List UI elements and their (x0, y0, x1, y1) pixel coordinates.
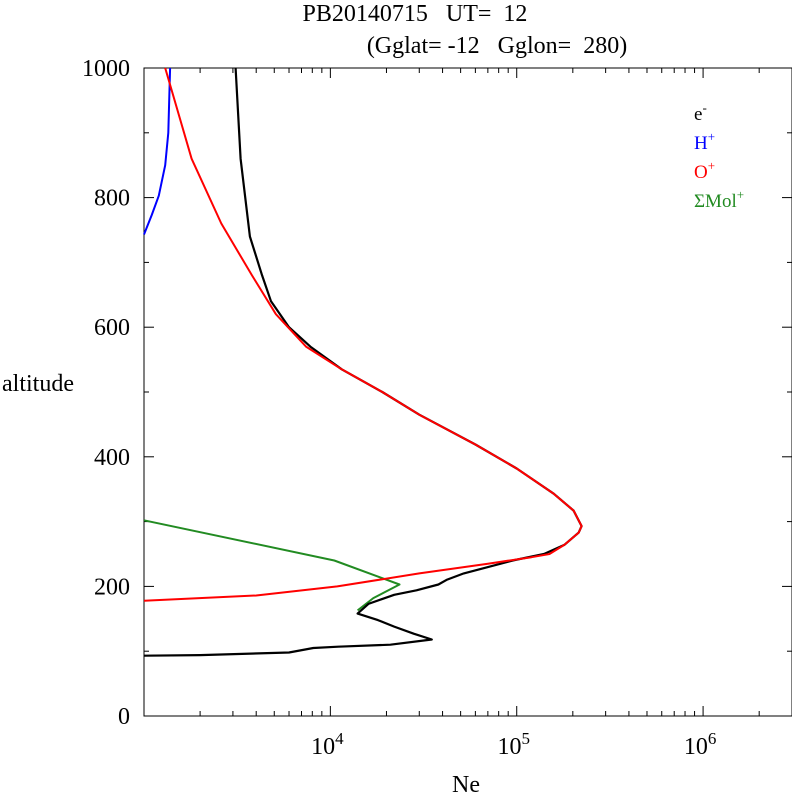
series-line-0 (143, 67, 583, 657)
series-lines (143, 67, 583, 657)
chart-title-line1: PB20140715 UT= 12 (303, 1, 528, 27)
x-axis-label: Ne (452, 772, 480, 796)
y-tick-label: 600 (94, 315, 130, 341)
legend-entry-2: O+ (694, 158, 715, 183)
series-line-1 (143, 67, 172, 235)
y-tick-label: 0 (118, 704, 130, 730)
x-tick-label: 105 (497, 729, 530, 760)
chart-title-line2: (Gglat= -12 Gglon= 280) (367, 33, 627, 59)
axis-ticks (143, 67, 792, 717)
y-tick-label: 1000 (82, 56, 130, 82)
y-tick-label: 400 (94, 445, 130, 471)
legend-entry-0: e- (694, 100, 707, 125)
x-tick-label: 106 (684, 729, 717, 760)
legend-entry-3: ΣMol+ (694, 187, 744, 212)
y-tick-label: 800 (94, 186, 130, 212)
legend-entry-1: H+ (694, 129, 715, 154)
legend: e- H+ O+ ΣMol+ (694, 100, 744, 212)
series-line-3 (143, 519, 401, 612)
y-tick-label: 200 (94, 574, 130, 600)
y-axis-label: altitude (2, 371, 74, 397)
x-tick-label: 104 (311, 729, 344, 760)
series-line-2 (143, 67, 583, 602)
